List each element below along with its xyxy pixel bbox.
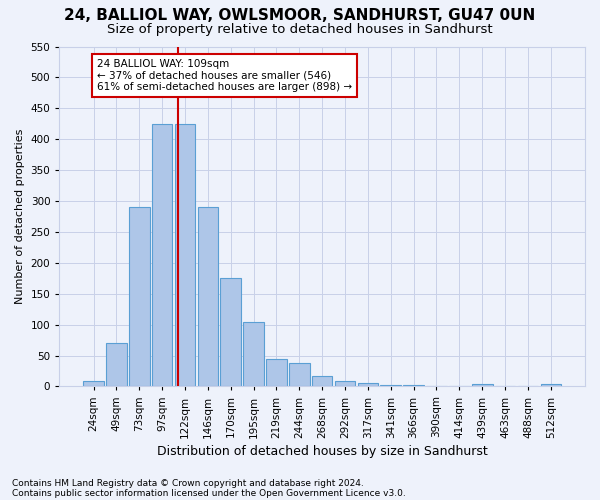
Bar (312, 376, 332, 386)
Text: 24 BALLIOL WAY: 109sqm
← 37% of detached houses are smaller (546)
61% of semi-de: 24 BALLIOL WAY: 109sqm ← 37% of detached… (97, 59, 352, 92)
Bar (129, 207, 149, 386)
Bar (83, 382, 104, 386)
Bar (380, 384, 401, 386)
Bar (358, 384, 378, 386)
Bar (197, 207, 218, 386)
Bar (472, 384, 493, 386)
Bar (289, 363, 310, 386)
Bar (152, 124, 172, 386)
Text: Contains HM Land Registry data © Crown copyright and database right 2024.: Contains HM Land Registry data © Crown c… (12, 478, 364, 488)
X-axis label: Distribution of detached houses by size in Sandhurst: Distribution of detached houses by size … (157, 444, 488, 458)
Y-axis label: Number of detached properties: Number of detached properties (15, 129, 25, 304)
Bar (243, 322, 264, 386)
Text: Size of property relative to detached houses in Sandhurst: Size of property relative to detached ho… (107, 22, 493, 36)
Text: Contains public sector information licensed under the Open Government Licence v3: Contains public sector information licen… (12, 488, 406, 498)
Bar (403, 385, 424, 386)
Bar (106, 343, 127, 386)
Text: 24, BALLIOL WAY, OWLSMOOR, SANDHURST, GU47 0UN: 24, BALLIOL WAY, OWLSMOOR, SANDHURST, GU… (64, 8, 536, 22)
Bar (541, 384, 561, 386)
Bar (266, 359, 287, 386)
Bar (220, 278, 241, 386)
Bar (175, 124, 195, 386)
Bar (335, 382, 355, 386)
